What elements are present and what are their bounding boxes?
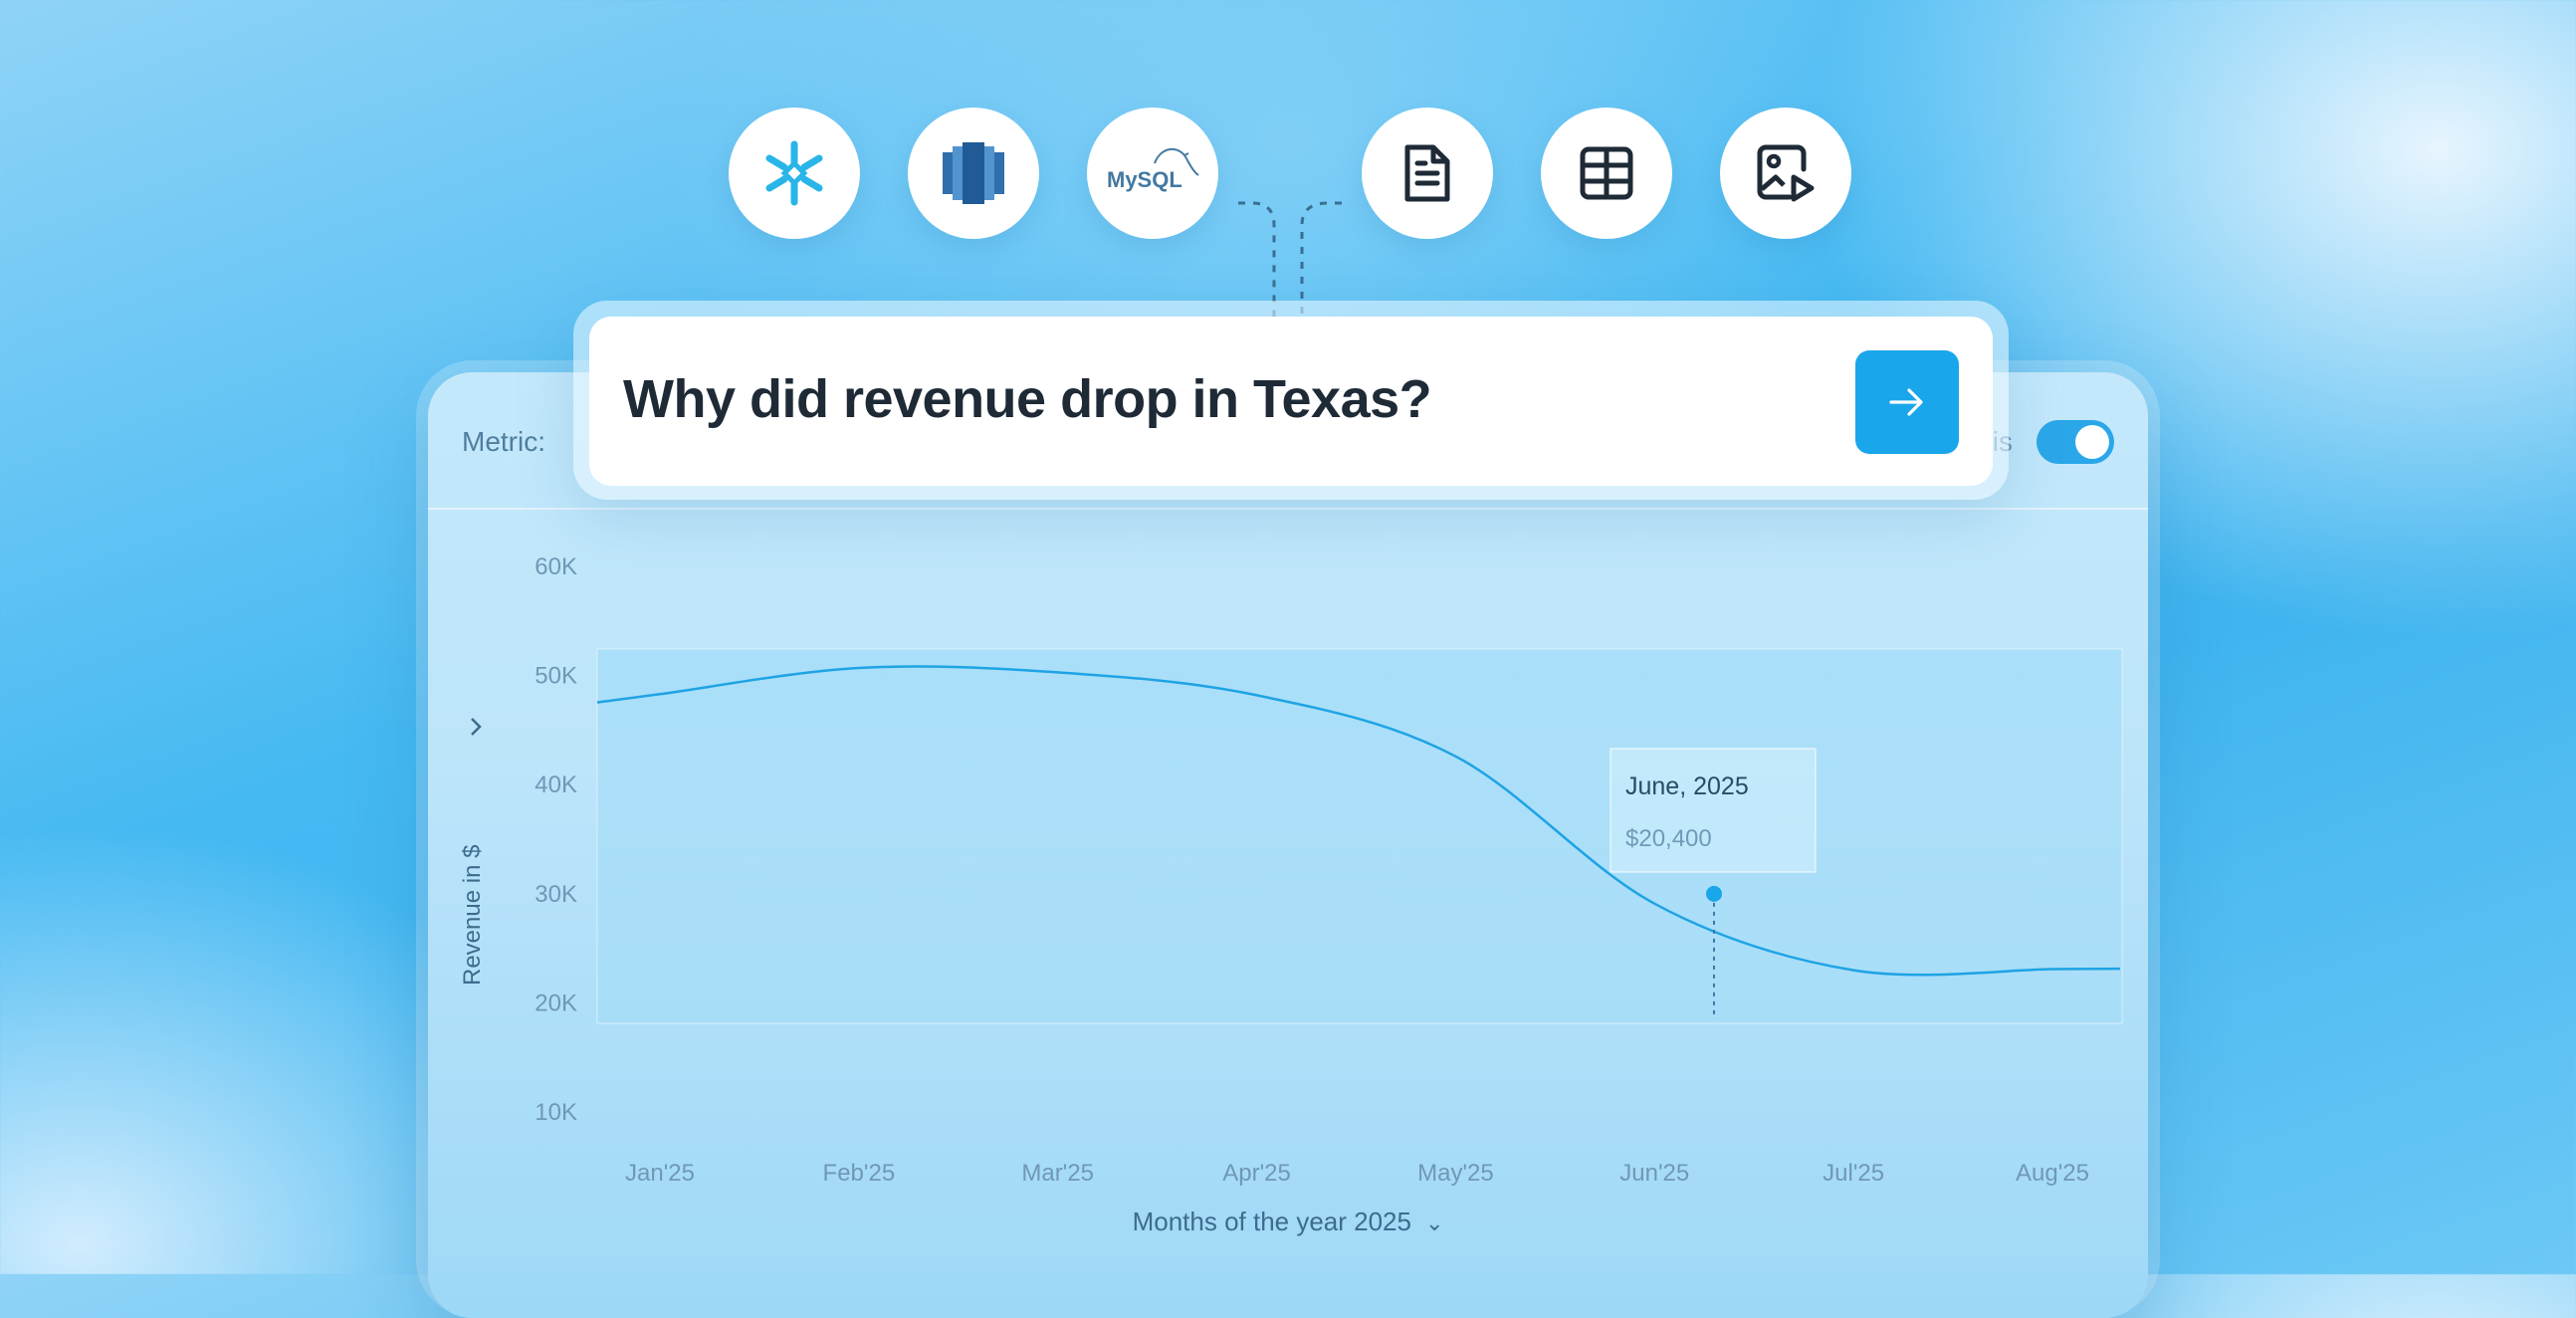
media-file-icon	[1757, 144, 1815, 202]
chevron-down-icon: ⌄	[1424, 1210, 1444, 1235]
y-axis-title-group: Revenue in $	[459, 718, 486, 986]
tooltip-box	[1610, 748, 1817, 873]
x-axis-ticks: Jan'25 Feb'25 Mar'25 Apr'25 May'25 Jun'25 Jul'…	[625, 1160, 2089, 1187]
query-box[interactable]: Why did revenue drop in Texas?	[589, 317, 1993, 486]
source-table[interactable]	[1541, 108, 1672, 239]
axis-toggle[interactable]	[2037, 420, 2114, 464]
plot-area	[596, 648, 2123, 1024]
mysql-icon: MySQL	[1107, 147, 1199, 192]
x-tick-label: Jun'25	[1619, 1160, 1689, 1187]
y-tick-label: 60K	[535, 553, 577, 580]
source-redshift[interactable]	[908, 108, 1039, 239]
y-tick-label: 50K	[535, 663, 577, 690]
x-axis-title-text: Months of the year 2025	[1132, 1207, 1411, 1236]
x-tick-label: Mar'25	[1021, 1160, 1094, 1187]
x-axis-title[interactable]: Months of the year 2025 ⌄	[428, 1207, 2148, 1237]
submit-button[interactable]	[1855, 350, 1959, 454]
card-header: Metric: xis	[428, 372, 2148, 510]
metric-label: Metric:	[462, 426, 545, 457]
query-input[interactable]: Why did revenue drop in Texas?	[623, 369, 1432, 429]
revenue-line-chart: 60K 50K 40K 30K 20K 10K Jan'25 Feb'25 Mar'25 Apr…	[459, 553, 2123, 1187]
y-tick-label: 20K	[535, 989, 577, 1016]
x-tick-label: Jul'25	[1823, 1160, 1884, 1187]
snowflake-icon	[765, 140, 823, 206]
y-tick-label: 40K	[535, 771, 577, 798]
tooltip-title: June, 2025	[1625, 772, 1749, 800]
redshift-icon	[943, 142, 1004, 204]
y-tick-label: 10K	[535, 1099, 577, 1126]
series-line	[596, 665, 2121, 977]
mysql-logo-text: MySQL	[1107, 167, 1182, 192]
tooltip-value: $20,400	[1625, 825, 1712, 852]
highlight-point[interactable]	[1706, 885, 1722, 902]
chevron-right-icon[interactable]	[471, 718, 482, 736]
data-sources: MySQL	[0, 0, 2576, 329]
source-document[interactable]	[1362, 108, 1493, 239]
y-axis-title: Revenue in $	[459, 845, 486, 986]
chart-card: Metric: xis 60K 50K 40K 30K 20K 10K Jan'25 Feb…	[428, 372, 2148, 1318]
x-tick-label: Feb'25	[823, 1160, 896, 1187]
y-axis-ticks: 60K 50K 40K 30K 20K 10K	[535, 553, 577, 1126]
table-icon	[1580, 146, 1633, 200]
tooltip: June, 2025 $20,400	[1610, 748, 1817, 873]
x-tick-label: Jan'25	[625, 1160, 695, 1187]
connector-lines	[1238, 201, 1342, 321]
toggle-knob	[2075, 425, 2109, 459]
source-mysql[interactable]: MySQL	[1087, 108, 1218, 239]
source-snowflake[interactable]	[729, 108, 860, 239]
source-media-file[interactable]	[1720, 108, 1851, 239]
arrow-right-icon	[1889, 388, 1923, 416]
document-icon	[1404, 144, 1450, 202]
x-tick-label: May'25	[1417, 1160, 1494, 1187]
y-tick-label: 30K	[535, 881, 577, 908]
x-tick-label: Aug'25	[2016, 1160, 2089, 1187]
x-tick-label: Apr'25	[1222, 1160, 1291, 1187]
